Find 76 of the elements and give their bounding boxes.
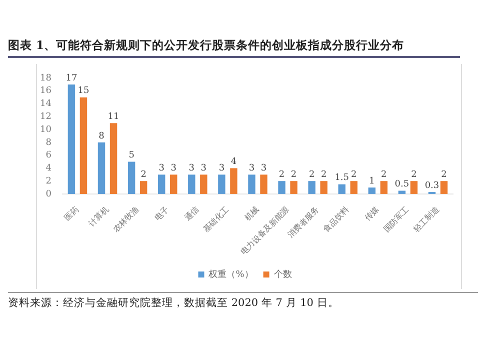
data-label: 2 xyxy=(411,170,417,180)
bar xyxy=(128,162,136,194)
chart-title: 图表 1、可能符合新规则下的公开发行股票条件的创业板指成分股行业分布 xyxy=(8,38,460,58)
bar xyxy=(248,174,256,194)
x-tick-label: 传媒 xyxy=(363,204,381,223)
bar xyxy=(368,188,376,194)
y-tick-label: 12 xyxy=(40,112,52,122)
x-tick-label: 机械 xyxy=(242,204,261,223)
bar xyxy=(158,174,166,194)
data-label: 3 xyxy=(218,163,225,174)
y-tick-label: 0 xyxy=(46,189,52,200)
bar xyxy=(350,181,358,194)
text: 资料来源：经济与金融研究院整理，数据截至 2020 年 7 月 10 日。 xyxy=(8,292,478,310)
data-label: 5 xyxy=(128,150,135,161)
x-tick-label: 计算机 xyxy=(87,204,110,228)
x-tick-label: 基础化工 xyxy=(202,204,231,234)
data-label: 1 xyxy=(369,176,375,186)
bar xyxy=(398,190,406,194)
data-label: 11 xyxy=(108,112,120,122)
data-label: 17 xyxy=(66,73,78,84)
bar xyxy=(188,174,196,194)
data-label: 2 xyxy=(441,170,447,180)
data-label: 3 xyxy=(170,163,177,174)
bar xyxy=(80,97,88,194)
bar xyxy=(338,184,346,194)
x-tick-label: 通信 xyxy=(182,204,201,223)
data-label: 3 xyxy=(200,163,207,174)
y-tick-label: 2 xyxy=(46,176,52,186)
y-tick-label: 16 xyxy=(40,86,52,96)
y-tick-label: 6 xyxy=(46,150,52,161)
data-label: 3 xyxy=(248,163,255,174)
y-tick-label: 18 xyxy=(40,73,52,84)
bar xyxy=(260,174,268,194)
bar xyxy=(110,123,118,194)
x-tick-label: 农林牧渔 xyxy=(111,204,140,234)
data-label: 2 xyxy=(350,170,357,180)
bar xyxy=(410,181,418,194)
bar xyxy=(200,174,208,194)
data-label: 2 xyxy=(278,170,285,180)
data-label: 2 xyxy=(290,170,297,180)
x-tick-label: 轻工制造 xyxy=(412,204,441,234)
x-tick-label: 医药 xyxy=(62,204,80,223)
x-tick-label: 电子 xyxy=(152,204,170,223)
bar xyxy=(308,181,316,194)
data-label: 3 xyxy=(158,163,165,174)
bar xyxy=(320,181,328,194)
bar xyxy=(440,181,448,194)
legend-label: 个数 xyxy=(274,268,292,280)
bar xyxy=(170,174,178,194)
data-label: 1.5 xyxy=(334,173,350,184)
bar xyxy=(290,181,298,194)
bar xyxy=(230,168,238,194)
y-tick-label: 10 xyxy=(40,124,52,135)
x-tick-label: 食品饮料 xyxy=(322,204,351,234)
bar xyxy=(140,181,148,194)
y-tick-label: 14 xyxy=(40,99,52,110)
data-label: 8 xyxy=(98,131,105,142)
data-label: 3 xyxy=(260,163,267,174)
data-label: 0.5 xyxy=(394,180,410,190)
data-label: 15 xyxy=(78,86,90,96)
bar xyxy=(218,174,226,194)
y-tick-label: 8 xyxy=(46,138,52,148)
x-tick-label: 国防军工 xyxy=(382,204,411,234)
bar xyxy=(278,181,286,194)
data-label: 2 xyxy=(320,170,327,180)
data-label: 2 xyxy=(140,170,146,180)
data-label: 3 xyxy=(188,163,195,174)
data-label: 4 xyxy=(230,157,237,168)
bar xyxy=(380,181,388,194)
data-label: 2 xyxy=(308,170,315,180)
bar xyxy=(68,84,76,194)
y-tick-label: 4 xyxy=(46,164,52,174)
bar xyxy=(98,142,106,194)
legend-label: 权重（%） xyxy=(208,268,254,280)
data-label: 2 xyxy=(381,170,387,180)
data-label: 0.3 xyxy=(424,180,440,191)
